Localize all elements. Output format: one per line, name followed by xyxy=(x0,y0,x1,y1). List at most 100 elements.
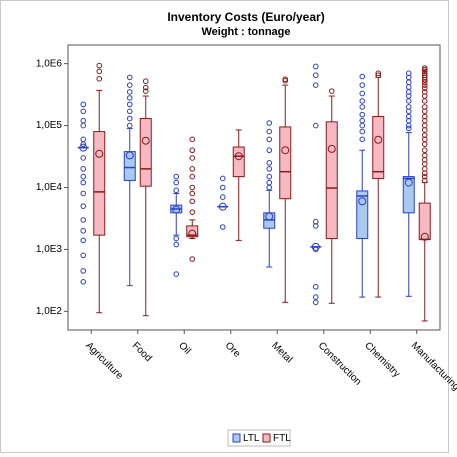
outlier xyxy=(421,65,428,71)
box xyxy=(232,146,245,178)
outlier xyxy=(189,155,196,161)
outlier xyxy=(126,122,133,129)
mean xyxy=(327,144,336,153)
outlier xyxy=(421,79,428,86)
outlier xyxy=(312,223,319,229)
outlier xyxy=(80,141,87,148)
outlier xyxy=(173,179,180,186)
outlier xyxy=(266,128,273,135)
outlier xyxy=(80,279,87,285)
outlier xyxy=(405,122,412,129)
outlier xyxy=(359,104,366,110)
outlier xyxy=(173,235,180,242)
mean xyxy=(234,152,243,161)
box xyxy=(93,131,106,236)
mean xyxy=(404,178,413,187)
outlier xyxy=(421,85,428,92)
outlier xyxy=(312,72,319,79)
y-tick-label: 1,0E4 xyxy=(36,182,63,193)
outlier xyxy=(80,179,87,186)
outlier xyxy=(126,101,133,108)
outlier xyxy=(405,108,412,115)
outlier xyxy=(359,98,366,104)
mean xyxy=(141,136,150,145)
mean xyxy=(172,205,181,214)
outlier xyxy=(80,217,87,223)
outlier xyxy=(266,184,273,191)
outlier xyxy=(173,187,180,194)
outlier xyxy=(219,175,226,182)
outlier xyxy=(80,203,87,209)
y-tick-label: 1,0E6 xyxy=(36,58,63,69)
outlier xyxy=(126,95,133,101)
outlier xyxy=(219,184,226,191)
legend-swatch xyxy=(232,433,241,443)
outlier xyxy=(421,127,428,133)
outlier xyxy=(421,98,428,104)
chart-subtitle: Weight : tonnage xyxy=(201,26,290,38)
outlier xyxy=(266,136,273,143)
box xyxy=(418,202,431,240)
box xyxy=(139,118,152,187)
y-tick-label: 1,0E2 xyxy=(36,306,63,317)
mean xyxy=(265,212,274,221)
outlier xyxy=(266,120,273,126)
outlier xyxy=(405,125,412,132)
outlier xyxy=(80,108,87,115)
outlier xyxy=(266,160,273,166)
outlier xyxy=(421,177,428,184)
outlier xyxy=(80,155,87,161)
outlier xyxy=(189,166,196,172)
outlier xyxy=(421,66,428,73)
outlier xyxy=(421,76,428,83)
mean xyxy=(281,146,290,155)
outlier xyxy=(421,173,428,180)
box xyxy=(325,121,338,240)
outlier xyxy=(359,73,366,80)
mean xyxy=(95,149,104,158)
mean xyxy=(311,242,320,251)
chart-title: Inventory Costs (Euro/year) xyxy=(167,10,324,24)
outlier xyxy=(80,252,87,259)
outlier xyxy=(219,224,226,230)
box xyxy=(402,176,415,214)
legend-swatch xyxy=(262,433,271,443)
outlier xyxy=(173,173,180,180)
mean xyxy=(374,135,383,144)
outlier xyxy=(266,147,273,154)
outlier xyxy=(359,128,366,135)
outlier xyxy=(96,62,103,69)
outlier xyxy=(312,82,319,88)
outlier xyxy=(80,122,87,129)
mean xyxy=(218,202,227,211)
outlier xyxy=(189,184,196,191)
outlier xyxy=(126,89,133,95)
outlier xyxy=(189,256,196,262)
outlier xyxy=(80,190,87,197)
outlier xyxy=(312,283,319,290)
outlier xyxy=(312,299,319,306)
outlier xyxy=(189,209,196,215)
outlier xyxy=(421,170,428,177)
legend-label: LTL xyxy=(243,433,260,444)
box xyxy=(356,190,369,240)
box xyxy=(372,116,385,179)
legend-label: FTL xyxy=(273,433,291,444)
outlier xyxy=(312,294,319,300)
outlier xyxy=(126,108,133,115)
outlier xyxy=(359,82,366,88)
mean xyxy=(79,143,88,152)
outlier xyxy=(80,101,87,108)
outlier xyxy=(405,98,412,104)
outlier xyxy=(96,75,103,82)
outlier xyxy=(375,72,382,79)
outlier xyxy=(80,237,87,244)
outlier xyxy=(173,271,180,277)
outlier xyxy=(266,173,273,180)
box xyxy=(279,126,292,200)
outlier xyxy=(266,166,273,172)
outlier xyxy=(312,122,319,129)
outlier xyxy=(312,246,319,253)
